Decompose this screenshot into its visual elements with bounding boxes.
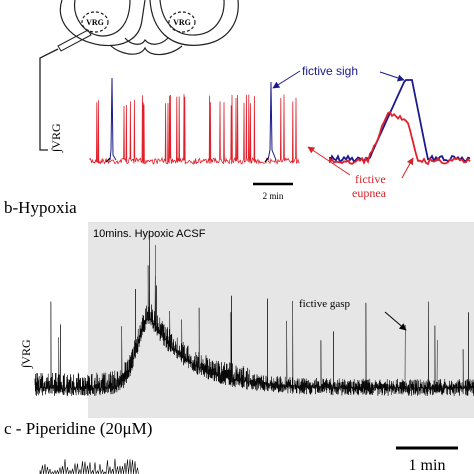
trace-a bbox=[89, 77, 471, 166]
trace-path bbox=[329, 110, 471, 166]
scale-bar-label: 2 min bbox=[263, 191, 284, 201]
eupnea-label: eupnea bbox=[352, 186, 387, 200]
panel-title: c - Piperidine (20μM) bbox=[4, 419, 152, 438]
brainstem-drawing bbox=[59, 0, 239, 56]
trace-label: ∫VRG bbox=[19, 339, 33, 369]
arrow bbox=[401, 157, 414, 179]
vrg-label: VRG bbox=[86, 18, 104, 27]
sigh-label: fictive sigh bbox=[302, 64, 358, 78]
arrow bbox=[272, 70, 301, 89]
trace-path bbox=[329, 79, 471, 164]
gasp-label: fictive gasp bbox=[299, 298, 351, 310]
trace-label: ∫VRG bbox=[49, 123, 63, 153]
trace-path bbox=[39, 458, 139, 474]
electrode bbox=[39, 29, 92, 151]
arrow bbox=[307, 146, 351, 176]
trace-b bbox=[34, 230, 474, 396]
trace-path bbox=[89, 94, 300, 165]
vrg-label: VRG bbox=[173, 18, 191, 27]
trace-path bbox=[109, 77, 277, 161]
eupnea-label: fictive bbox=[355, 172, 386, 186]
trace-path bbox=[34, 230, 474, 396]
arrow bbox=[384, 311, 407, 331]
trace-path bbox=[105, 157, 269, 163]
scale-bar-label: 1 min bbox=[409, 457, 446, 474]
trace-c bbox=[39, 458, 139, 474]
panel-title: b-Hypoxia bbox=[4, 198, 77, 217]
arrow bbox=[379, 71, 405, 82]
